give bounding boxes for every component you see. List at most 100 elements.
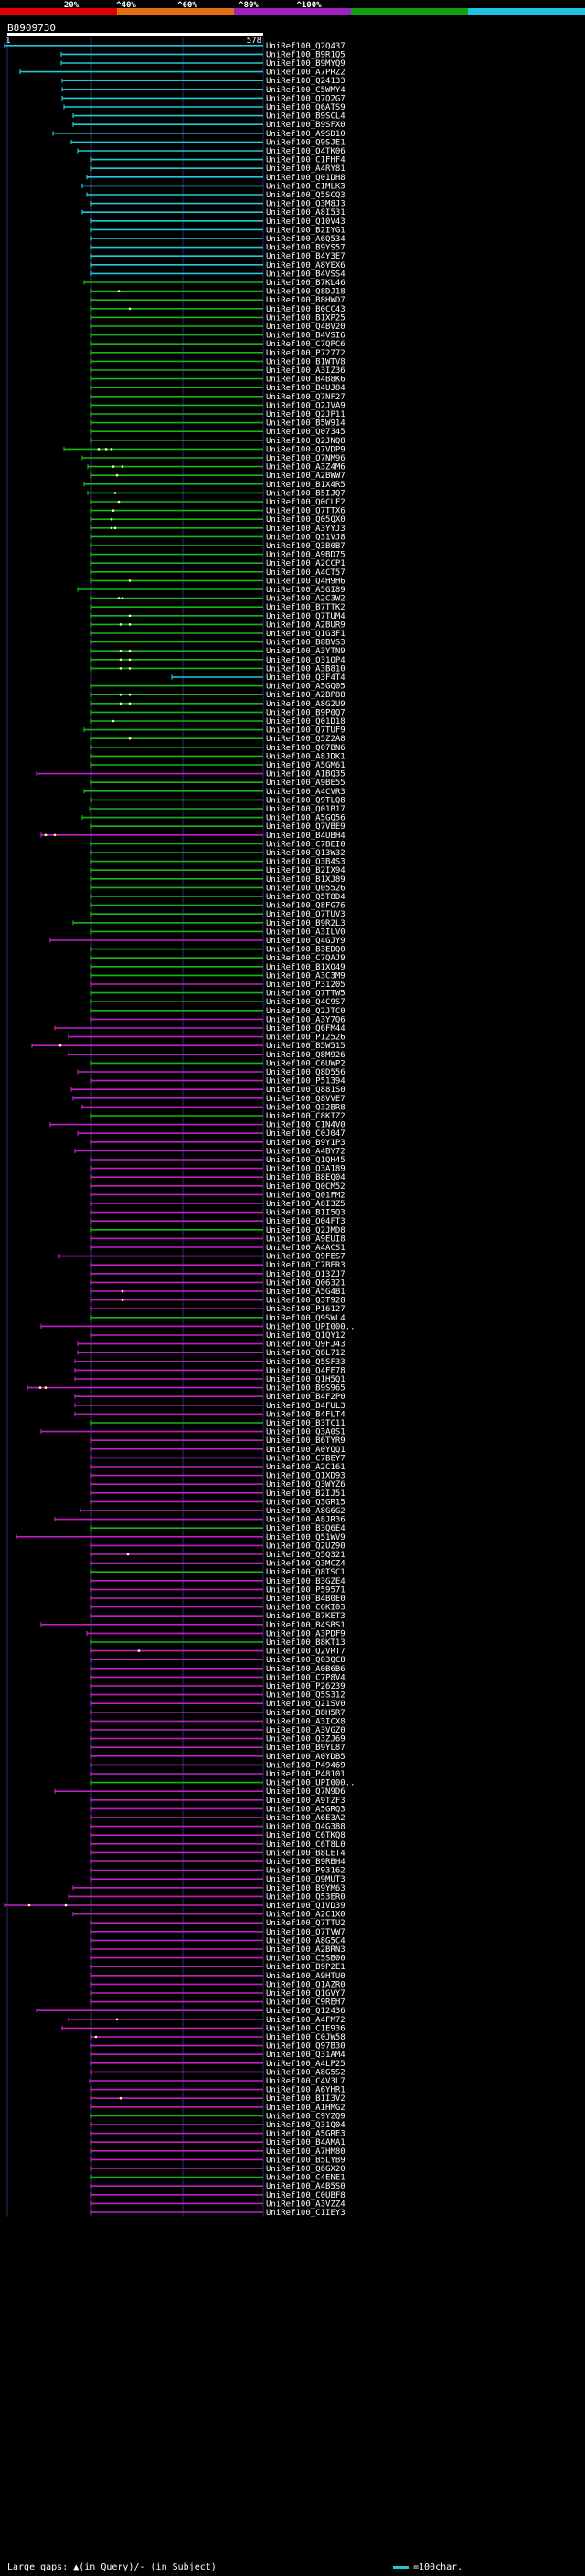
hit-label[interactable]: UniRef100_A4ACS1: [266, 1244, 346, 1253]
hit-label[interactable]: UniRef100_Q04FT3: [266, 1217, 346, 1226]
hit-label[interactable]: UniRef100_B1XP25: [266, 313, 346, 323]
hit-label[interactable]: UniRef100_C5WMY4: [266, 86, 346, 95]
hit-label[interactable]: UniRef100_Q31AM4: [266, 2051, 346, 2060]
hit-label[interactable]: UniRef100_A7PRZ2: [266, 69, 346, 78]
hit-label[interactable]: UniRef100_Q3A0S1: [266, 1428, 346, 1437]
hit-label[interactable]: UniRef100_B1XJ89: [266, 875, 346, 885]
hit-label[interactable]: UniRef100_C1MLK3: [266, 182, 346, 191]
hit-label[interactable]: UniRef100_A5G4B1: [266, 1288, 346, 1297]
hit-label[interactable]: UniRef100_Q24133: [266, 77, 346, 86]
hit-label[interactable]: UniRef100_Q7VBE9: [266, 822, 346, 832]
hit-label[interactable]: UniRef100_Q1G3F1: [266, 630, 346, 639]
hit-label[interactable]: UniRef100_Q8L712: [266, 1349, 346, 1358]
hit-label[interactable]: UniRef100_P72772: [266, 349, 346, 358]
hit-label[interactable]: UniRef100_Q06321: [266, 1278, 346, 1288]
hit-label[interactable]: UniRef100_Q8M926: [266, 1051, 346, 1060]
hit-label[interactable]: UniRef100_A7HM80: [266, 2147, 346, 2157]
hit-label[interactable]: UniRef100_B4UJ84: [266, 384, 346, 393]
hit-label[interactable]: UniRef100_B4Y3E7: [266, 252, 346, 261]
hit-label[interactable]: UniRef100_A4CVR3: [266, 788, 346, 797]
hit-label[interactable]: UniRef100_Q1AZR0: [266, 1980, 346, 1989]
hit-label[interactable]: UniRef100_A2CCP1: [266, 559, 346, 568]
hit-label[interactable]: UniRef100_A3YTN9: [266, 647, 346, 656]
hit-label[interactable]: UniRef100_B4UBH4: [266, 832, 346, 841]
hit-label[interactable]: UniRef100_Q5T8D4: [266, 893, 346, 902]
hit-label[interactable]: UniRef100_Q10V43: [266, 217, 346, 227]
hit-label[interactable]: UniRef100_B9S965: [266, 1384, 346, 1394]
hit-label[interactable]: UniRef100_Q3B4S3: [266, 858, 346, 867]
hit-label[interactable]: UniRef100_P49469: [266, 1761, 346, 1770]
hit-label[interactable]: UniRef100_B9RBH4: [266, 1858, 346, 1867]
hit-label[interactable]: UniRef100_Q4C9S7: [266, 998, 346, 1007]
hit-label[interactable]: UniRef100_Q31VJ8: [266, 533, 346, 542]
hit-label[interactable]: UniRef100_Q5SF33: [266, 1358, 346, 1367]
hit-label[interactable]: UniRef100_A4CT57: [266, 568, 346, 578]
hit-label[interactable]: UniRef100_A4RY81: [266, 164, 346, 174]
hit-label[interactable]: UniRef100_A1HMG2: [266, 2104, 346, 2113]
hit-label[interactable]: UniRef100_A6YHR1: [266, 2086, 346, 2095]
hit-label[interactable]: UniRef100_Q8VVE7: [266, 1095, 346, 1104]
hit-label[interactable]: UniRef100_B8KT13: [266, 1638, 346, 1648]
hit-label[interactable]: UniRef100_C8KIZ2: [266, 1112, 346, 1121]
hit-label[interactable]: UniRef100_A9SD10: [266, 130, 346, 139]
hit-label[interactable]: UniRef100_Q7TTX6: [266, 507, 346, 516]
hit-label[interactable]: UniRef100_Q8D556: [266, 1068, 346, 1077]
hit-label[interactable]: UniRef100_C7BER3: [266, 1261, 346, 1270]
hit-label[interactable]: UniRef100_B4VSI6: [266, 332, 346, 341]
hit-label[interactable]: UniRef100_B9YL87: [266, 1744, 346, 1753]
hit-label[interactable]: UniRef100_A2C161: [266, 1463, 346, 1472]
hit-label[interactable]: UniRef100_Q97B30: [266, 2042, 346, 2051]
hit-label[interactable]: UniRef100_A2C1X0: [266, 1911, 346, 1920]
hit-label[interactable]: UniRef100_Q9FJ43: [266, 1341, 346, 1350]
hit-label[interactable]: UniRef100_B9P2E1: [266, 1963, 346, 1972]
hit-label[interactable]: UniRef100_B9YS57: [266, 244, 346, 253]
hit-label[interactable]: UniRef100_A9BE55: [266, 779, 346, 788]
hit-label[interactable]: UniRef100_Q2JTC0: [266, 1007, 346, 1016]
hit-label[interactable]: UniRef100_A2C3W2: [266, 595, 346, 604]
hit-label[interactable]: UniRef100_A5GI89: [266, 586, 346, 595]
hit-label[interactable]: UniRef100_Q9SJE1: [266, 138, 346, 147]
hit-label[interactable]: UniRef100_Q21SV0: [266, 1700, 346, 1709]
hit-label[interactable]: UniRef100_C0J047: [266, 1129, 346, 1139]
hit-label[interactable]: UniRef100_B4FLT4: [266, 1410, 346, 1419]
hit-label[interactable]: UniRef100_P26239: [266, 1682, 346, 1691]
hit-label[interactable]: UniRef100_Q05526: [266, 884, 346, 893]
hit-label[interactable]: UniRef100_Q51WV9: [266, 1533, 346, 1542]
hit-label[interactable]: UniRef100_Q2JMD8: [266, 1226, 346, 1235]
hit-label[interactable]: UniRef100_P93162: [266, 1867, 346, 1876]
hit-label[interactable]: UniRef100_A2BWW7: [266, 472, 346, 481]
hit-label[interactable]: UniRef100_Q53ER0: [266, 1892, 346, 1902]
hit-label[interactable]: UniRef100_B3Q6E4: [266, 1524, 346, 1533]
hit-label[interactable]: UniRef100_B4B0E0: [266, 1595, 346, 1604]
hit-label[interactable]: UniRef100_Q2UZ90: [266, 1542, 346, 1551]
hit-label[interactable]: UniRef100_C4V3L7: [266, 2077, 346, 2086]
hit-label[interactable]: UniRef100_Q3A189: [266, 1165, 346, 1174]
hit-label[interactable]: UniRef100_C1FHF4: [266, 156, 346, 165]
hit-label[interactable]: UniRef100_A8G5S2: [266, 2068, 346, 2077]
hit-label[interactable]: UniRef100_A3ILV0: [266, 928, 346, 937]
hit-label[interactable]: UniRef100_Q3M8J3: [266, 200, 346, 209]
hit-label[interactable]: UniRef100_A3VGZ0: [266, 1726, 346, 1735]
hit-label[interactable]: UniRef100_B4FUL3: [266, 1402, 346, 1411]
hit-label[interactable]: UniRef100_Q7TUF9: [266, 726, 346, 736]
hit-label[interactable]: UniRef100_C6T8L0: [266, 1840, 346, 1850]
hit-label[interactable]: UniRef100_P48101: [266, 1770, 346, 1779]
hit-label[interactable]: UniRef100_Q0CLF2: [266, 498, 346, 507]
hit-label[interactable]: UniRef100_Q01D18: [266, 717, 346, 726]
hit-label[interactable]: UniRef100_A5GQ05: [266, 683, 346, 692]
hit-label[interactable]: UniRef100_A0YQQ1: [266, 1446, 346, 1455]
hit-label[interactable]: UniRef100_B1X4R5: [266, 481, 346, 490]
hit-label[interactable]: UniRef100_Q0CM52: [266, 1182, 346, 1192]
hit-label[interactable]: UniRef100_B4AMA1: [266, 2138, 346, 2147]
hit-label[interactable]: UniRef100_C0UBF8: [266, 2191, 346, 2200]
hit-label[interactable]: UniRef100_Q01FM2: [266, 1191, 346, 1200]
hit-label[interactable]: UniRef100_A9HTU0: [266, 1972, 346, 1981]
hit-label[interactable]: UniRef100_Q1XD93: [266, 1472, 346, 1481]
hit-label[interactable]: UniRef100_A5GQ56: [266, 814, 346, 823]
hit-label[interactable]: UniRef100_Q9FES7: [266, 1253, 346, 1262]
hit-label[interactable]: UniRef100_B5W515: [266, 1042, 346, 1051]
hit-label[interactable]: UniRef100_B7KL46: [266, 279, 346, 288]
hit-label[interactable]: UniRef100_Q7NF27: [266, 393, 346, 402]
hit-label[interactable]: UniRef100_Q03QC8: [266, 1656, 346, 1665]
hit-label[interactable]: UniRef100_Q7TVW7: [266, 1928, 346, 1937]
